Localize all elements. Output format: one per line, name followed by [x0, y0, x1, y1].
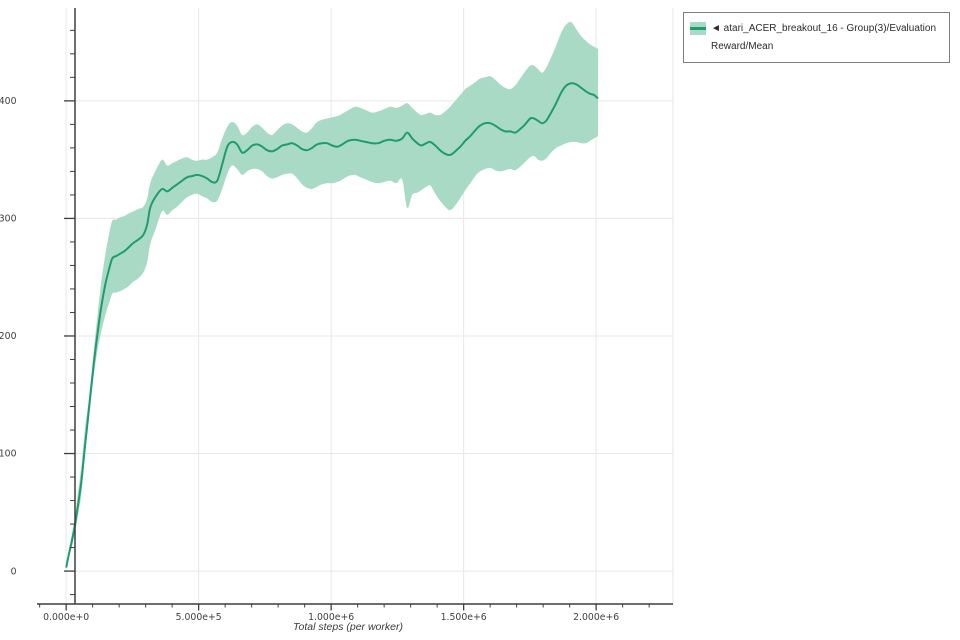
y-tick-label: 0: [11, 566, 17, 577]
x-tick-label: 2.000e+6: [573, 612, 619, 623]
y-tick-label: 100: [0, 449, 17, 460]
series-band: [66, 21, 598, 569]
x-tick-label: 1.500e+6: [441, 612, 487, 623]
y-tick-label: 400: [0, 96, 17, 107]
x-tick-label: 5.000e+5: [176, 612, 222, 623]
y-tick-label: 300: [0, 214, 17, 225]
x-tick-label: 1.000e+6: [308, 612, 354, 623]
legend-swatch-line: [690, 27, 706, 30]
legend: ◄ atari_ACER_breakout_16 - Group(3)/Eval…: [683, 12, 950, 63]
legend-swatch-band: [690, 22, 706, 35]
series-line: [65, 82, 599, 568]
x-axis-title: Total steps (per worker): [293, 621, 403, 633]
x-tick-label: 0.000e+0: [43, 612, 89, 623]
y-tick-label: 200: [0, 331, 17, 342]
legend-entry-label: ◄ atari_ACER_breakout_16 - Group(3)/Eval…: [711, 23, 937, 52]
